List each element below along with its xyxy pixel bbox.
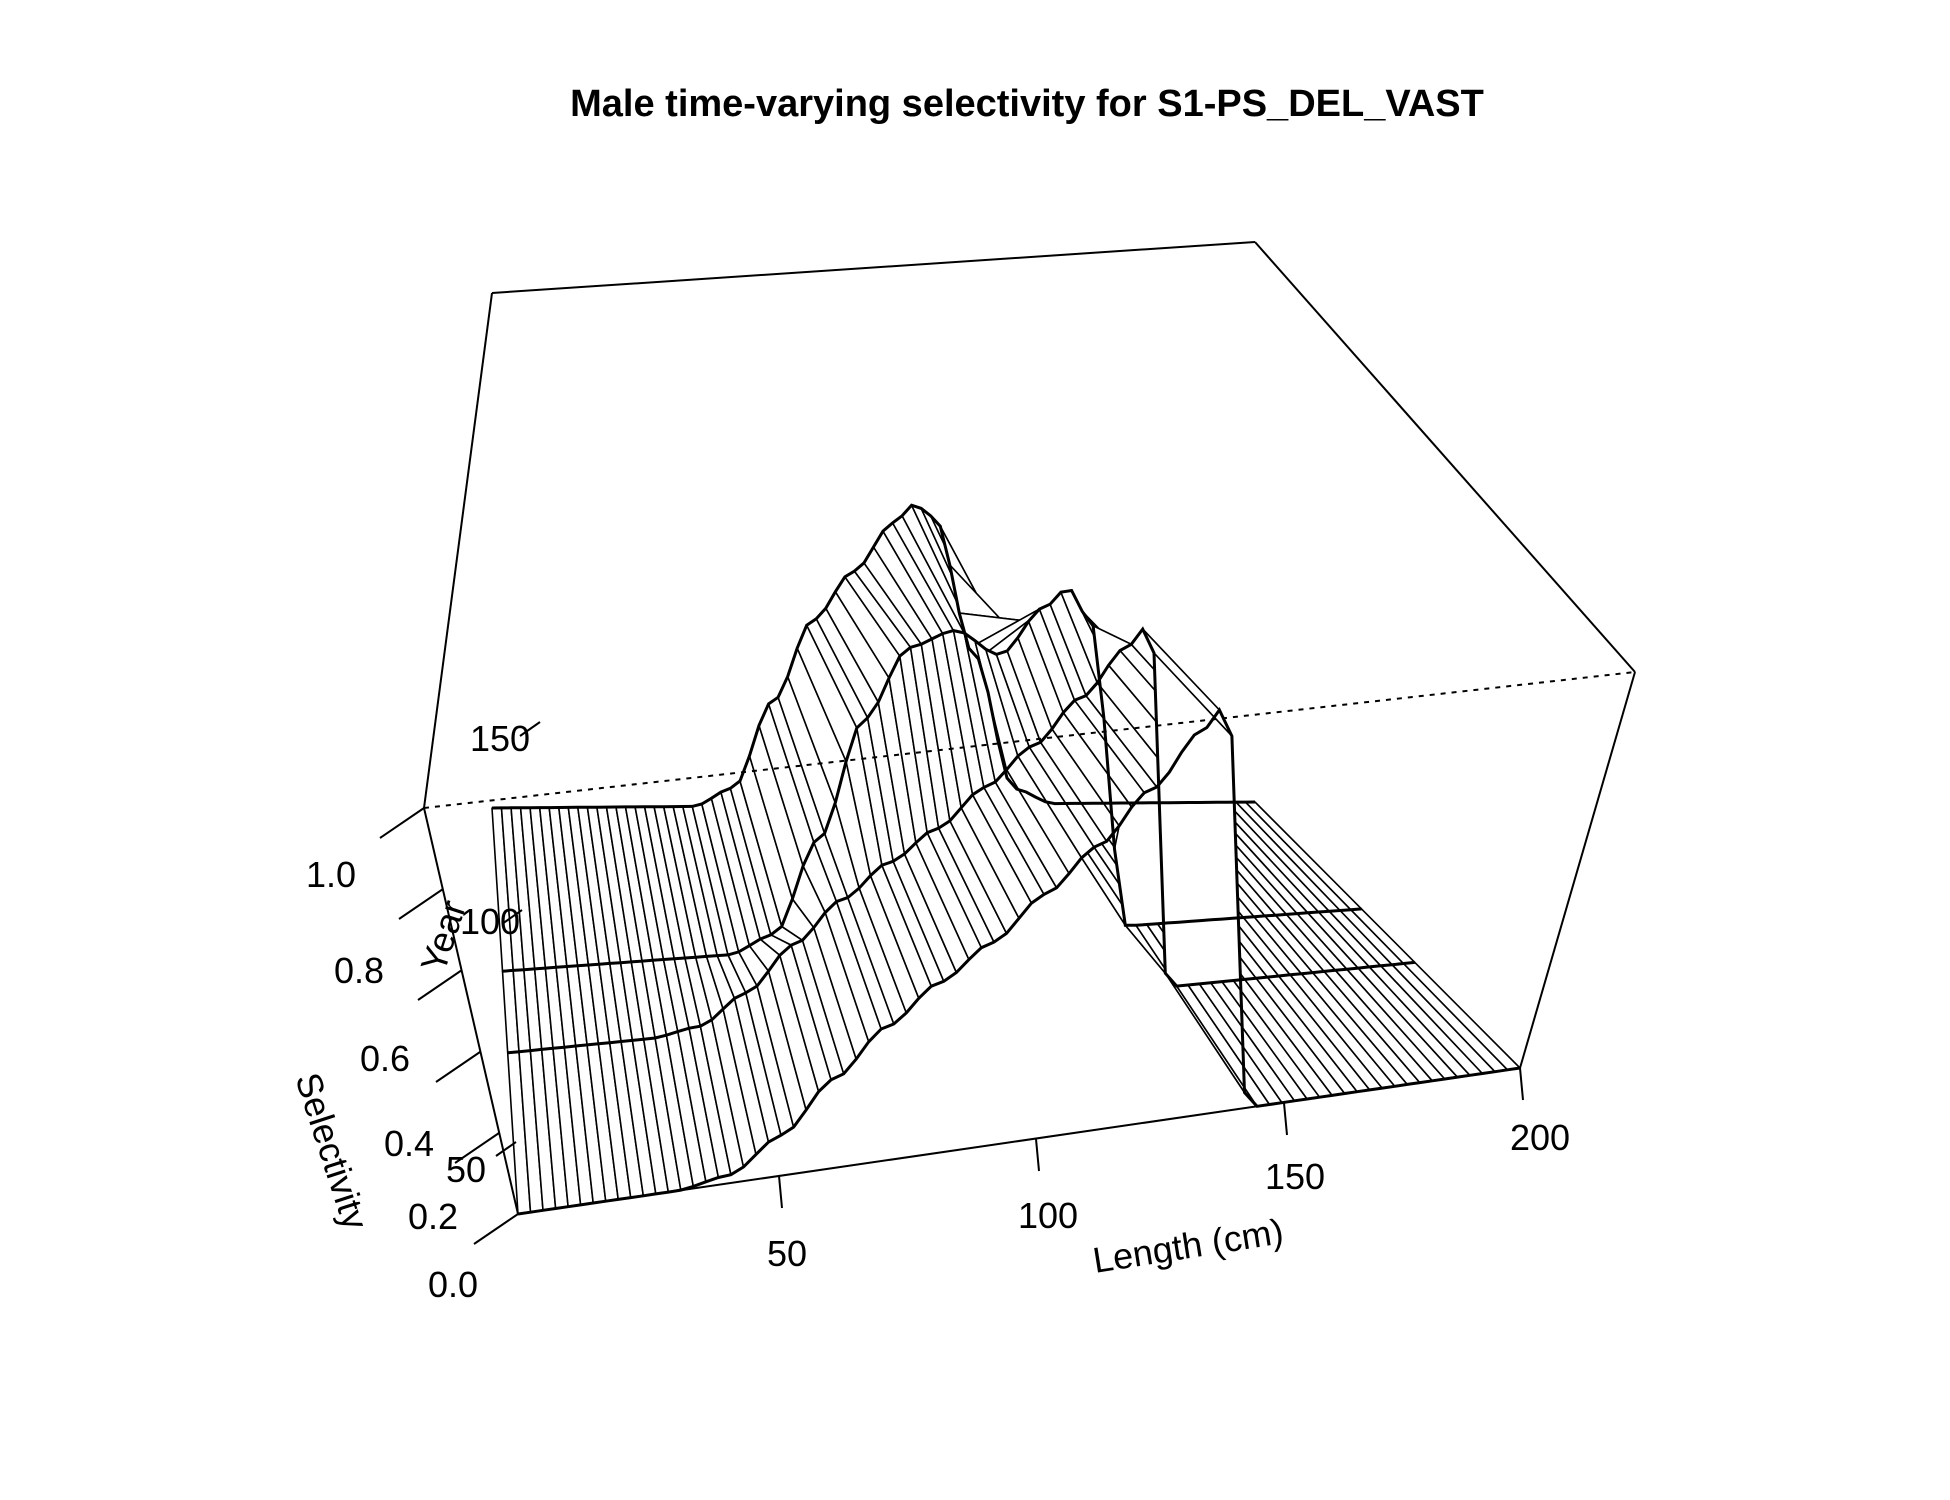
z-tick-label: 0.4 bbox=[384, 1123, 434, 1164]
y-tick-label: 150 bbox=[470, 718, 530, 759]
z-axis-title: Selectivity bbox=[287, 1068, 376, 1235]
z-tick-label: 0.2 bbox=[408, 1196, 458, 1237]
x-axis-title: Length (cm) bbox=[1090, 1210, 1286, 1281]
z-axis-ticks bbox=[379, 807, 519, 1245]
z-tick-label: 0.6 bbox=[360, 1038, 410, 1079]
year-block-profile-line bbox=[502, 588, 1362, 973]
y-axis-tick-labels: 50 100 150 bbox=[446, 718, 530, 1190]
x-tick-label: 150 bbox=[1265, 1156, 1325, 1197]
y-axis-title: Year bbox=[412, 895, 473, 977]
year-block-profile-line bbox=[507, 626, 1415, 1055]
x-tick-label: 100 bbox=[1018, 1195, 1078, 1236]
z-tick-label: 1.0 bbox=[306, 854, 356, 895]
x-axis-ticks bbox=[778, 1067, 1524, 1209]
z-tick-label: 0.8 bbox=[334, 950, 384, 991]
surface-mesh bbox=[491, 503, 1521, 1216]
x-tick-label: 50 bbox=[767, 1233, 807, 1274]
y-tick-label: 100 bbox=[460, 901, 520, 942]
chart-title: Male time-varying selectivity for S1-PS_… bbox=[570, 83, 1484, 125]
y-tick-label: 50 bbox=[446, 1149, 486, 1190]
z-axis-tick-labels: 1.0 0.8 0.6 0.4 0.2 0.0 bbox=[306, 854, 478, 1305]
bounding-box bbox=[423, 241, 1636, 1215]
year-block-profile-line bbox=[491, 503, 1256, 810]
x-axis-tick-labels: 50 100 150 200 bbox=[767, 1117, 1570, 1274]
x-tick-label: 200 bbox=[1510, 1117, 1570, 1158]
y-axis-ticks bbox=[495, 721, 541, 1157]
z-tick-label: 0.0 bbox=[428, 1264, 478, 1305]
